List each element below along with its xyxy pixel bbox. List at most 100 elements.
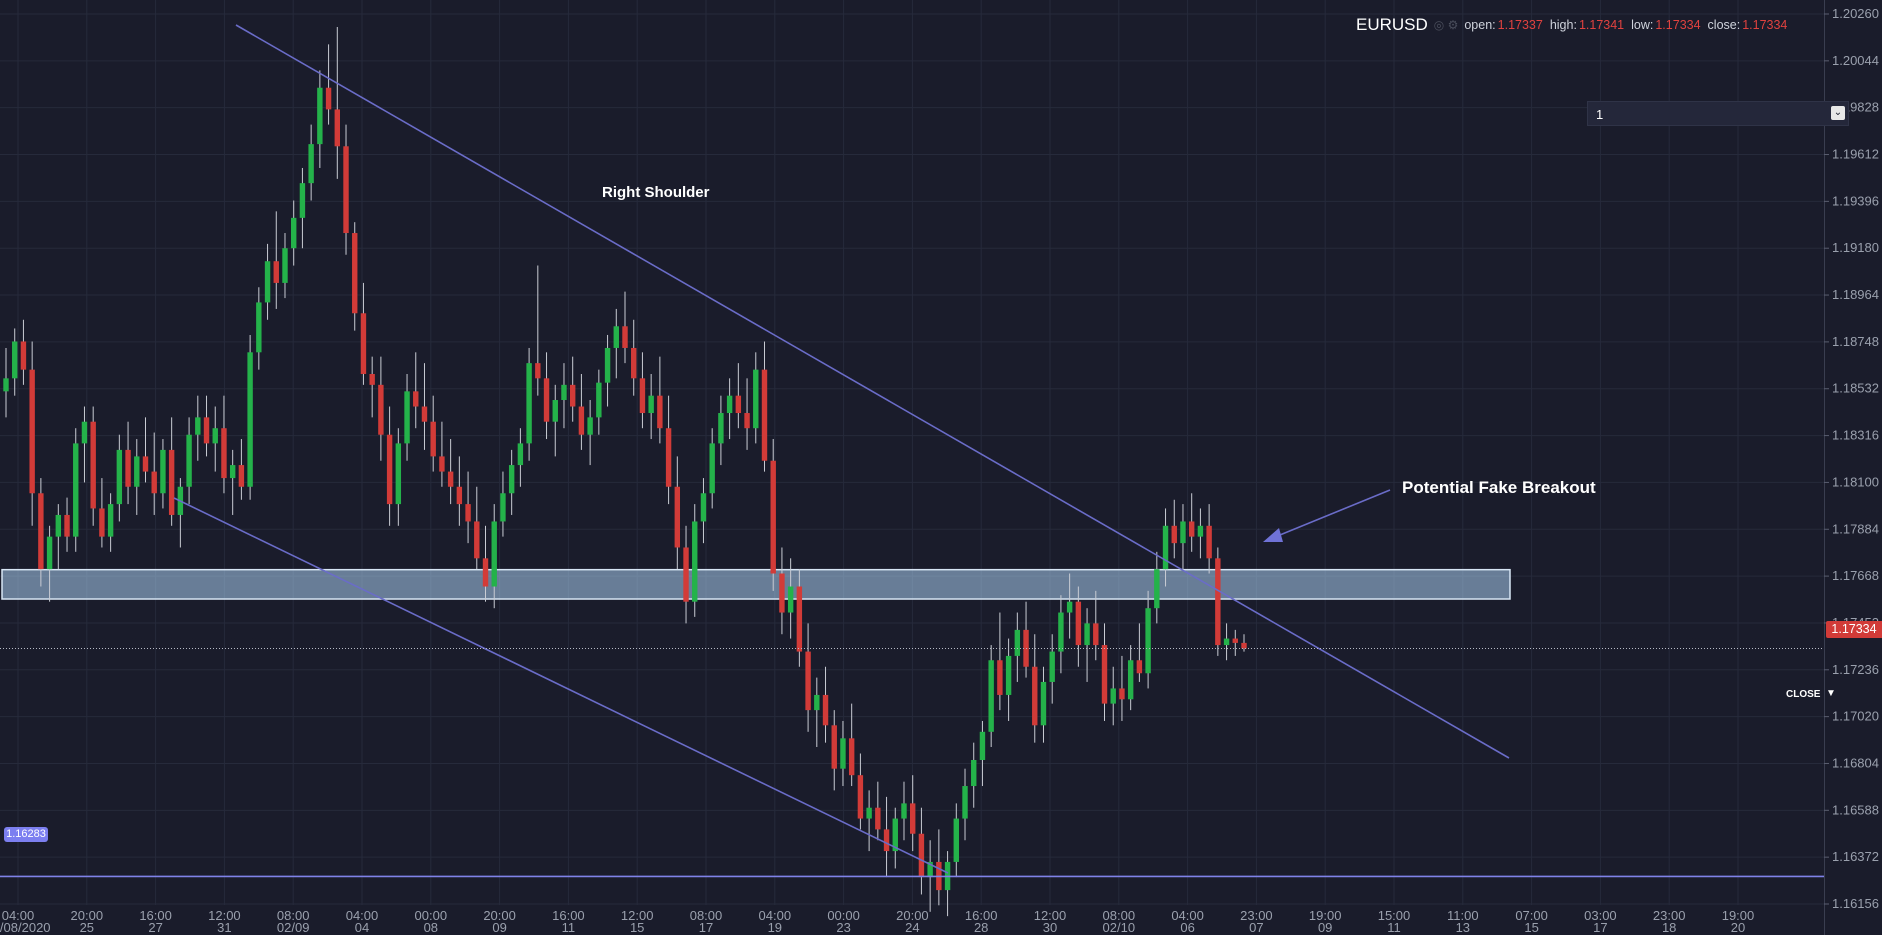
candle-body-26 [229,465,236,479]
candle-body-105 [918,833,925,878]
candle-body-52 [456,486,463,505]
date-tick-label-19: 09 [1318,920,1332,935]
date-tick-label-5: 04 [355,920,369,935]
date-tick-label-6: 08 [424,920,438,935]
time-tick-label-23: 03:00 [1584,908,1617,923]
chevron-down-icon[interactable]: ⌄ [1831,106,1845,120]
candle-body-128 [1119,688,1125,700]
candle-body-9 [81,421,88,444]
candle-body-84 [735,395,742,414]
candle-body-31 [273,261,279,283]
candle-body-25 [221,428,227,479]
annotation-arrow-head [1263,528,1283,542]
candle-body-133 [1162,525,1169,570]
candle-body-3 [29,369,35,494]
date-tick-label-24: 18 [1662,920,1676,935]
date-tick-label-13: 24 [905,920,919,935]
candle-body-138 [1206,525,1212,559]
candle-body-23 [203,417,210,444]
horizontal-level-tag: 1.16283 [4,827,48,842]
interval-input[interactable] [1594,104,1818,125]
date-tick-label-21: 13 [1456,920,1470,935]
time-tick-label-13: 20:00 [896,908,929,923]
candle-body-114 [997,660,1003,695]
date-tick-label-23: 17 [1593,920,1607,935]
candle-body-24 [212,428,218,444]
candle-body-103 [901,803,907,819]
date-tick-label-12: 23 [836,920,850,935]
time-tick-label-21: 11:00 [1447,908,1479,923]
close-line-label: CLOSE [1786,689,1821,700]
candle-body-0 [3,378,9,392]
candle-body-6 [55,514,62,537]
candle-body-139 [1215,558,1221,646]
candle-body-115 [1005,655,1012,695]
candle-body-134 [1171,525,1177,544]
time-tick-label-25: 19:00 [1722,908,1755,923]
candle-body-74 [648,395,654,414]
date-tick-label-1: 25 [80,920,94,935]
annotation-fake-breakout: Potential Fake Breakout [1402,478,1596,497]
candle-body-85 [744,413,750,429]
price-tick-label-3: 1.19612 [1832,147,1879,162]
candle-body-78 [683,547,689,602]
eye-icon[interactable]: ◎ ⚙ [1433,18,1459,32]
candlestick-series [3,27,1247,917]
candle-body-89 [779,573,785,613]
candle-body-60 [526,363,532,444]
time-tick-label-15: 12:00 [1034,908,1067,923]
close-value: 1.17334 [1742,18,1788,32]
price-tick-label-19: 1.16156 [1832,896,1879,911]
candle-body-46 [404,391,410,444]
candle-body-135 [1180,521,1186,544]
candle-body-131 [1145,608,1151,674]
trendline-drawings[interactable] [0,24,1824,878]
price-tick-label-17: 1.16588 [1832,802,1879,817]
candle-body-127 [1110,688,1116,704]
candle-body-49 [430,421,436,457]
close-label: close: [1707,18,1741,32]
time-axis[interactable]: 04:0021/08/202020:002516:002712:003108:0… [0,908,1754,935]
candle-body-98 [857,775,864,819]
candle-body-11 [99,508,105,537]
candle-body-38 [334,109,340,147]
candle-body-68 [596,382,602,418]
caret-down-icon[interactable]: ▼ [1826,688,1836,699]
candle-body-64 [561,384,567,401]
time-tick-label-17: 04:00 [1171,908,1204,923]
time-tick-label-12: 00:00 [827,908,860,923]
candle-body-129 [1127,660,1134,700]
candle-body-106 [927,861,933,878]
interval-selector[interactable]: ⌄ [1587,101,1849,126]
candle-body-29 [256,302,262,353]
candle-body-34 [299,183,306,218]
time-tick-label-3: 12:00 [208,908,241,923]
date-tick-label-15: 30 [1043,920,1057,935]
candle-body-110 [962,786,968,819]
annotation-right-shoulder: Right Shoulder [602,184,710,201]
price-tick-label-18: 1.16372 [1832,849,1879,864]
candle-body-15 [134,456,140,487]
candle-body-16 [142,456,149,472]
low-value: 1.17334 [1655,18,1701,32]
candle-body-130 [1136,660,1143,674]
candle-body-22 [195,417,201,435]
low-label: low: [1631,18,1654,32]
time-tick-label-22: 07:00 [1515,908,1548,923]
price-tick-label-14: 1.17236 [1832,662,1879,677]
candle-body-75 [657,395,663,429]
time-tick-label-19: 19:00 [1309,908,1342,923]
current-price-tag: 1.17334 [1826,621,1882,638]
candle-body-8 [73,443,79,537]
candle-body-86 [753,369,759,429]
candle-body-141 [1232,638,1238,643]
candle-body-39 [343,146,349,234]
candle-body-87 [761,369,768,461]
date-tick-label-18: 07 [1249,920,1263,935]
candle-body-62 [543,378,550,422]
candle-body-58 [508,465,515,494]
candle-body-53 [465,504,471,522]
candle-body-83 [726,395,733,414]
price-axis[interactable]: 1.202601.200441.198281.196121.193961.191… [1824,0,1879,935]
